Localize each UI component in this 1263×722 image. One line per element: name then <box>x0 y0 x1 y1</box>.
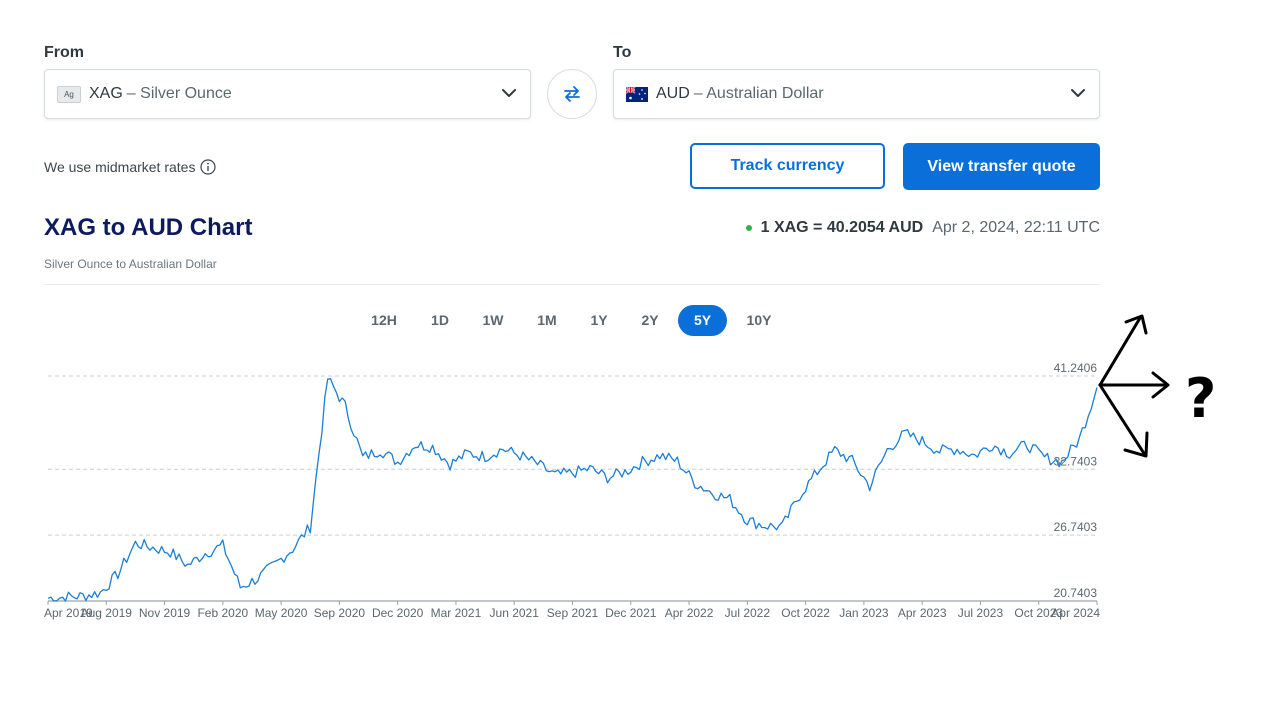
track-currency-button[interactable]: Track currency <box>690 143 885 189</box>
x-tick-label: Jul 2023 <box>958 606 1004 620</box>
x-tick-label: Feb 2020 <box>197 606 248 620</box>
hand-drawn-annotation: ? <box>1098 314 1216 458</box>
arrow-down-icon <box>1098 383 1147 457</box>
tab-1w[interactable]: 1W <box>482 312 504 328</box>
arrow-up-head-icon <box>1124 314 1148 335</box>
x-tick-label: Dec 2020 <box>372 606 424 620</box>
x-tick-label: Oct 2022 <box>781 606 830 620</box>
y-tick-label: 32.7403 <box>1054 454 1098 468</box>
arrow-up-icon <box>1098 316 1142 387</box>
from-currency-name: – Silver Ounce <box>126 85 232 102</box>
tab-1d[interactable]: 1D <box>431 312 449 328</box>
arrow-right-head-icon <box>1151 371 1170 399</box>
x-tick-label: Sep 2021 <box>547 606 599 620</box>
question-mark: ? <box>1185 367 1216 430</box>
series-line <box>47 378 1098 602</box>
x-tick-label: Apr 2023 <box>898 606 947 620</box>
midmarket-note: We use midmarket rates <box>44 159 217 175</box>
y-tick-label: 26.7403 <box>1054 520 1098 534</box>
x-tick-label: Apr 2022 <box>665 606 714 620</box>
x-tick-label: Mar 2021 <box>431 606 482 620</box>
to-label: To <box>613 44 632 61</box>
x-tick-label: May 2020 <box>255 606 308 620</box>
y-tick-label: 20.7403 <box>1054 586 1098 600</box>
period-tabs: 12H 1D 1W 1M 1Y 2Y 5Y 10Y <box>0 305 1263 337</box>
silver-badge-icon: Ag <box>57 85 81 103</box>
divider <box>44 284 1100 285</box>
x-tick-label: Jul 2022 <box>725 606 771 620</box>
x-tick-label: Jun 2021 <box>490 606 540 620</box>
chevron-down-icon <box>502 89 516 97</box>
x-tick-label: Oct 2023 <box>1014 606 1063 620</box>
x-tick-label: Nov 2019 <box>139 606 191 620</box>
rate-timestamp: Apr 2, 2024, 22:11 UTC <box>932 219 1100 236</box>
x-tick-label: Sep 2020 <box>314 606 366 620</box>
chart-title: XAG to AUD Chart <box>44 214 253 241</box>
tab-1m[interactable]: 1M <box>537 312 557 328</box>
to-currency-name: – Australian Dollar <box>693 85 824 102</box>
x-tick-label: Apr 2024 <box>1051 606 1100 620</box>
swap-arrows-icon <box>564 86 580 102</box>
tab-12h[interactable]: 12H <box>371 312 397 328</box>
tab-10y[interactable]: 10Y <box>746 312 772 328</box>
x-tick-label: Jan 2023 <box>839 606 889 620</box>
live-indicator-icon <box>745 225 752 231</box>
from-label: From <box>44 44 84 61</box>
view-transfer-quote-button[interactable]: View transfer quote <box>903 143 1100 190</box>
info-icon[interactable] <box>200 159 217 175</box>
y-tick-label: 41.2406 <box>1054 361 1098 375</box>
arrow-down-head-icon <box>1123 431 1149 458</box>
chevron-down-icon <box>1071 89 1085 97</box>
x-tick-label: Aug 2019 <box>81 606 133 620</box>
midmarket-text: We use midmarket rates <box>44 159 196 175</box>
chart-subtitle: Silver Ounce to Australian Dollar <box>44 257 217 271</box>
australia-flag-icon <box>626 86 648 102</box>
to-currency-select[interactable]: AUD – Australian Dollar <box>613 69 1100 119</box>
tab-2y[interactable]: 2Y <box>641 312 659 328</box>
from-currency-code: XAG <box>89 85 123 102</box>
tab-1y[interactable]: 1Y <box>590 312 608 328</box>
x-tick-label: Dec 2021 <box>605 606 657 620</box>
from-currency-select[interactable]: Ag XAG – Silver Ounce <box>44 69 531 119</box>
current-rate: 1 XAG = 40.2054 AUD Apr 2, 2024, 22:11 U… <box>745 219 1100 237</box>
rate-value: 1 XAG = 40.2054 AUD <box>760 219 924 236</box>
x-tick-label: Apr 2019 <box>44 606 93 620</box>
tab-5y[interactable]: 5Y <box>678 305 727 336</box>
swap-currencies-button[interactable] <box>547 69 597 119</box>
to-currency-code: AUD <box>656 85 690 102</box>
